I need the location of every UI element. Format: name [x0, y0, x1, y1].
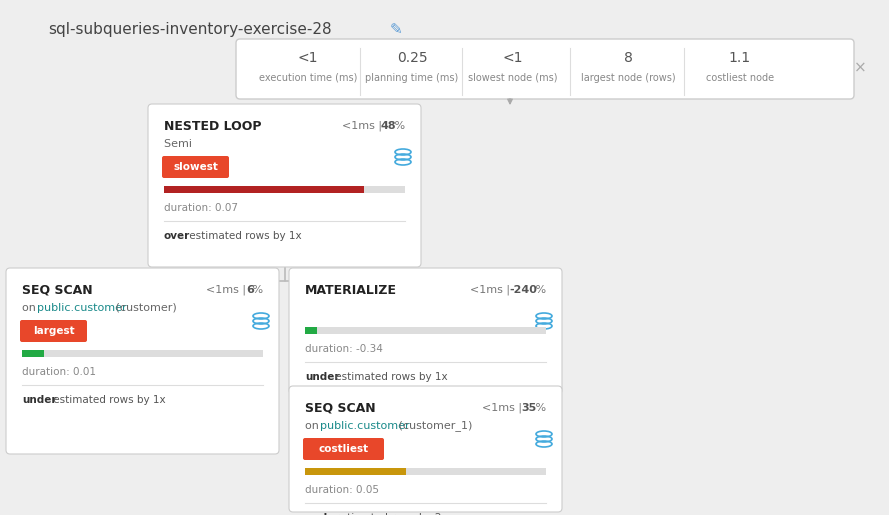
Bar	[305, 468, 546, 475]
Text: public.customer: public.customer	[320, 421, 410, 431]
Bar	[22, 350, 44, 357]
Text: under: under	[22, 395, 57, 405]
Text: <1: <1	[503, 51, 524, 65]
Bar	[305, 327, 546, 334]
Text: <1: <1	[298, 51, 318, 65]
Text: ✎: ✎	[390, 22, 403, 37]
Text: (customer_1): (customer_1)	[395, 421, 472, 432]
Text: %: %	[532, 285, 546, 295]
Text: -240: -240	[509, 285, 537, 295]
FancyBboxPatch shape	[20, 320, 87, 342]
Text: duration: 0.07: duration: 0.07	[164, 203, 238, 213]
Text: SEQ SCAN: SEQ SCAN	[305, 402, 376, 415]
FancyBboxPatch shape	[148, 104, 421, 267]
Text: under: under	[305, 372, 340, 382]
Text: sql-subqueries-inventory-exercise-28: sql-subqueries-inventory-exercise-28	[48, 22, 332, 37]
Text: largest: largest	[33, 326, 75, 336]
FancyBboxPatch shape	[289, 386, 562, 512]
Text: costliest node: costliest node	[706, 73, 774, 83]
Text: duration: 0.01: duration: 0.01	[22, 367, 96, 377]
Text: Semi: Semi	[164, 139, 196, 149]
Text: under: under	[305, 513, 340, 515]
FancyBboxPatch shape	[162, 156, 229, 178]
Text: slowest node (ms): slowest node (ms)	[469, 73, 557, 83]
Text: on: on	[22, 303, 39, 313]
Text: %: %	[249, 285, 263, 295]
Text: 35: 35	[522, 403, 537, 413]
Bar	[164, 186, 364, 193]
Text: <1ms |: <1ms |	[469, 285, 513, 295]
Text: public.customer: public.customer	[37, 303, 126, 313]
Text: estimated rows by 1x: estimated rows by 1x	[332, 372, 448, 382]
Text: %: %	[391, 121, 405, 131]
Text: <1ms |: <1ms |	[341, 121, 385, 131]
Text: <1ms |: <1ms |	[206, 285, 250, 295]
FancyBboxPatch shape	[236, 39, 854, 99]
Text: 0.25: 0.25	[396, 51, 428, 65]
Text: %: %	[532, 403, 546, 413]
Text: estimated rows by 1x: estimated rows by 1x	[186, 231, 301, 241]
FancyBboxPatch shape	[303, 438, 384, 460]
FancyBboxPatch shape	[6, 268, 279, 454]
Text: 6: 6	[246, 285, 254, 295]
Text: 8: 8	[623, 51, 632, 65]
Text: NESTED LOOP: NESTED LOOP	[164, 119, 261, 132]
Text: <1ms |: <1ms |	[483, 403, 526, 413]
Bar	[305, 468, 406, 475]
Text: slowest: slowest	[173, 162, 218, 172]
Bar	[22, 350, 263, 357]
Text: largest node (rows): largest node (rows)	[581, 73, 676, 83]
Text: SEQ SCAN: SEQ SCAN	[22, 283, 92, 297]
FancyBboxPatch shape	[289, 268, 562, 394]
Text: duration: 0.05: duration: 0.05	[305, 485, 379, 495]
Text: execution time (ms): execution time (ms)	[259, 73, 357, 83]
Text: costliest: costliest	[318, 444, 369, 454]
Text: duration: -0.34: duration: -0.34	[305, 344, 383, 354]
Text: over: over	[164, 231, 190, 241]
Text: ×: ×	[853, 60, 867, 76]
Text: 48: 48	[380, 121, 396, 131]
Text: MATERIALIZE: MATERIALIZE	[305, 283, 397, 297]
Text: 1.1: 1.1	[729, 51, 751, 65]
Text: on: on	[305, 421, 323, 431]
Text: estimated rows by 2x: estimated rows by 2x	[332, 513, 448, 515]
Text: estimated rows by 1x: estimated rows by 1x	[50, 395, 165, 405]
Bar	[305, 327, 317, 334]
Bar	[164, 186, 405, 193]
Text: planning time (ms): planning time (ms)	[365, 73, 459, 83]
Text: (customer): (customer)	[112, 303, 177, 313]
